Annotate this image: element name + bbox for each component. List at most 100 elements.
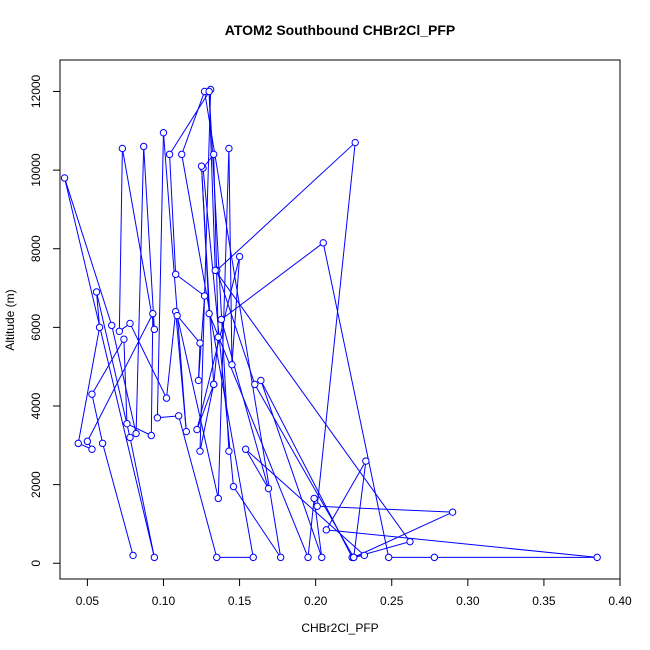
data-point (228, 361, 236, 369)
series-segment (353, 511, 453, 558)
data-point (129, 551, 137, 560)
series-segment (126, 423, 152, 436)
series-segment (208, 313, 309, 558)
data-point (214, 333, 222, 341)
series-segment (204, 91, 282, 558)
series-segment (216, 142, 356, 271)
data-point (83, 437, 92, 446)
data-point (304, 553, 312, 562)
data-point (115, 327, 124, 335)
x-tick-label: 0.40 (608, 594, 632, 608)
series-segment (64, 177, 155, 558)
y-axis-label: Altitude (m) (3, 289, 17, 350)
series-segment (121, 148, 155, 330)
data-point (322, 526, 331, 534)
series-segment (77, 327, 101, 444)
series-segment (196, 256, 241, 430)
data-point (74, 439, 82, 448)
data-point (120, 335, 128, 343)
series-segment (162, 132, 187, 432)
x-axis-label: CHBr2Cl_PFP (301, 621, 378, 635)
data-point (225, 144, 233, 153)
data-point (430, 553, 439, 562)
series-segment (260, 380, 323, 558)
x-tick-label: 0.30 (456, 594, 480, 608)
series-segment (91, 394, 104, 444)
data-point (159, 129, 168, 137)
series-segment (231, 256, 241, 365)
data-point (92, 288, 101, 296)
x-tick-label: 0.10 (152, 594, 176, 608)
data-point (88, 390, 96, 398)
data-point (139, 142, 148, 151)
series-segment (254, 384, 355, 558)
series-segment (169, 89, 212, 155)
y-tick-label: 0 (29, 560, 43, 567)
series-segment (221, 242, 324, 320)
data-point (319, 239, 327, 247)
data-point (276, 553, 285, 562)
series-segment (317, 505, 453, 513)
series-segment (325, 460, 367, 531)
series-segment (201, 166, 210, 314)
data-point (60, 174, 69, 182)
series-segment (181, 154, 254, 558)
data-point (313, 502, 321, 510)
data-point (194, 376, 203, 385)
series-segment (199, 89, 212, 452)
data-point (123, 419, 131, 428)
series-segment (233, 486, 282, 558)
series-segment (214, 270, 411, 542)
data-point (217, 315, 226, 324)
y-tick-label: 8000 (29, 235, 43, 262)
x-axis: 0.05 0.10 0.15 0.20 0.25 0.30 0.35 0.40 (76, 578, 632, 608)
series-segment (129, 323, 167, 399)
y-tick-label: 4000 (29, 392, 43, 419)
data-point (150, 325, 159, 334)
data-point (200, 292, 209, 300)
data-point (384, 553, 393, 562)
data-point (214, 494, 222, 503)
data-point (149, 309, 157, 318)
data-point (205, 309, 213, 318)
plot-frame (59, 59, 621, 580)
data-point (310, 494, 318, 503)
data-point (174, 412, 183, 420)
data-point (229, 482, 238, 491)
series-segment (245, 448, 269, 489)
data-point (147, 431, 156, 440)
data-point (132, 429, 140, 438)
chart-title: ATOM2 Southbound CHBr2Cl_PFP (225, 22, 455, 38)
data-point (98, 439, 107, 448)
data-point (173, 311, 181, 320)
x-tick-label: 0.05 (76, 594, 100, 608)
x-tick-label: 0.25 (380, 594, 404, 608)
data-point (257, 376, 265, 385)
data-point (593, 553, 601, 562)
y-tick-label: 2000 (29, 471, 43, 498)
series-segment (326, 529, 598, 558)
data-point (193, 425, 201, 434)
data-point (362, 457, 370, 465)
data-point (211, 266, 219, 275)
series-segment (96, 291, 101, 328)
data-point (406, 537, 414, 546)
series-segment (322, 242, 390, 558)
data-point (171, 270, 180, 278)
data-point (197, 162, 206, 170)
data-point (118, 144, 127, 153)
series-layer (64, 89, 598, 558)
data-point (95, 323, 104, 332)
series-segment (178, 415, 218, 558)
data-point (196, 447, 204, 455)
series-segment (150, 313, 154, 436)
series-segment (208, 91, 216, 271)
series-segment (123, 339, 128, 424)
data-point (264, 484, 273, 493)
data-point (251, 380, 259, 389)
series-segment (102, 443, 134, 556)
series-segment (353, 460, 367, 558)
series-segment (64, 177, 113, 326)
series-segment (135, 146, 145, 434)
series-segment (181, 91, 206, 155)
